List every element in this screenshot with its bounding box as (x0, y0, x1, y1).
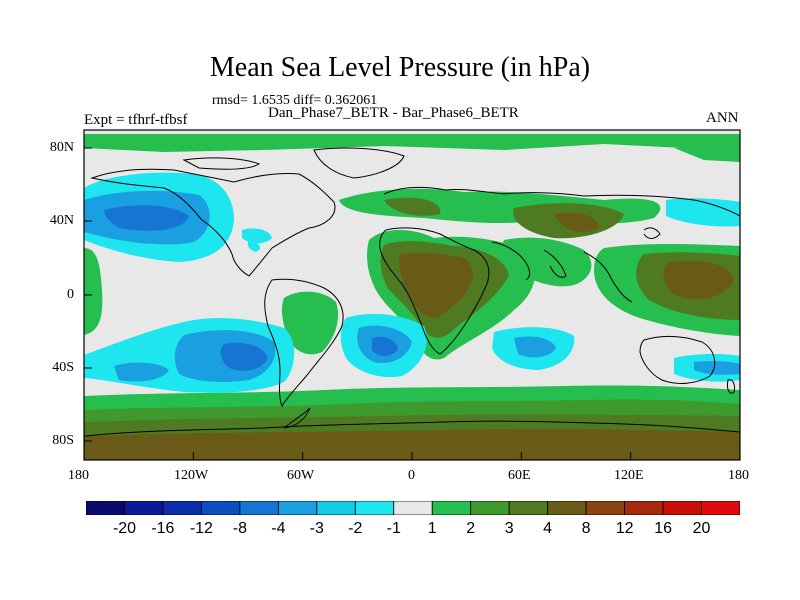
europe-dark (384, 197, 441, 216)
colorbar-label: -8 (232, 520, 247, 537)
colorbar-label: 12 (615, 520, 634, 537)
colorbar-label: 4 (543, 520, 553, 537)
colorbar-label: -1 (386, 520, 401, 537)
na-low (247, 240, 260, 252)
chart-title: Mean Sea Level Pressure (in hPa) (209, 52, 591, 83)
colorbar-box (201, 501, 241, 515)
colorbar-box (585, 501, 625, 515)
colorbar-box (508, 501, 549, 515)
colorbar-box (86, 501, 125, 515)
colorbar-box (393, 501, 433, 515)
aus-low-mid (694, 361, 740, 375)
lat-tick-label: 40N (49, 213, 74, 228)
colorbar-box (124, 501, 164, 515)
africa-brown (399, 252, 473, 318)
colorbar-label: 1 (427, 520, 437, 537)
stats-text: rmsd= 1.6535 diff= 0.362061 (212, 93, 378, 108)
colorbar-box (431, 501, 472, 515)
npac-east-low (666, 198, 740, 227)
colorbar (86, 501, 740, 515)
colorbar-label: -20 (112, 520, 137, 537)
natl-low-spot (242, 228, 272, 244)
arctic-band-west (84, 134, 740, 152)
asia-south-high (502, 237, 592, 287)
wpac-high-core (663, 260, 734, 300)
lon-tick-label: 120E (614, 468, 644, 483)
spac-low-west (114, 362, 169, 382)
indian-low-mid (514, 336, 556, 358)
colorbar-box (162, 501, 202, 515)
colorbar-box (354, 501, 395, 515)
colorbar-box (277, 501, 318, 515)
colorbar-label: -3 (309, 520, 324, 537)
russia-core (554, 212, 599, 232)
lon-tick-label: 60W (287, 468, 315, 483)
subtitle: Dan_Phase7_BETR - Bar_Phase6_BETR (268, 105, 519, 121)
colorbar-label: 16 (654, 520, 672, 537)
colorbar-box (547, 501, 587, 515)
colorbar-box (316, 501, 356, 515)
epac-high (84, 248, 103, 335)
colorbar-box (470, 501, 510, 515)
colorbar-label: -2 (348, 520, 363, 537)
season-label: ANN (706, 110, 739, 126)
satl-low-core (372, 336, 398, 356)
colorbar-box (701, 501, 740, 515)
sa-high (281, 291, 339, 355)
experiment-label: Expt = tfhrf-tfbsf (84, 112, 188, 128)
spac-low-core (220, 342, 268, 371)
colorbar-label: -12 (189, 520, 213, 537)
colorbar-label: -4 (271, 520, 286, 537)
colorbar-label: -16 (151, 520, 175, 537)
colorbar-box (624, 501, 664, 515)
colorbar-label: 20 (692, 520, 711, 537)
lat-tick-label: 80N (49, 140, 74, 155)
arctic-band-east (674, 144, 740, 162)
lon-tick-label: 180 (68, 468, 89, 483)
npac-low-core (104, 205, 189, 231)
colorbar-label: 3 (504, 520, 514, 537)
tick-marks (83, 147, 741, 460)
colorbar-label: 8 (581, 520, 591, 537)
colorbar-box (239, 501, 279, 515)
coastlines (83, 147, 741, 437)
lat-tick-label: 80S (52, 433, 74, 448)
antarctic-brown (84, 429, 740, 460)
lon-tick-label: 60E (508, 468, 531, 483)
lat-tick-label: 0 (67, 287, 74, 302)
lon-tick-label: 120W (174, 468, 209, 483)
lat-tick-label: 40S (52, 360, 74, 375)
lon-tick-label: 180 (728, 468, 749, 483)
colorbar-box (662, 501, 702, 515)
colorbar-label: 2 (466, 520, 476, 537)
pressure-map (83, 129, 741, 461)
lon-tick-label: 0 (408, 468, 415, 483)
